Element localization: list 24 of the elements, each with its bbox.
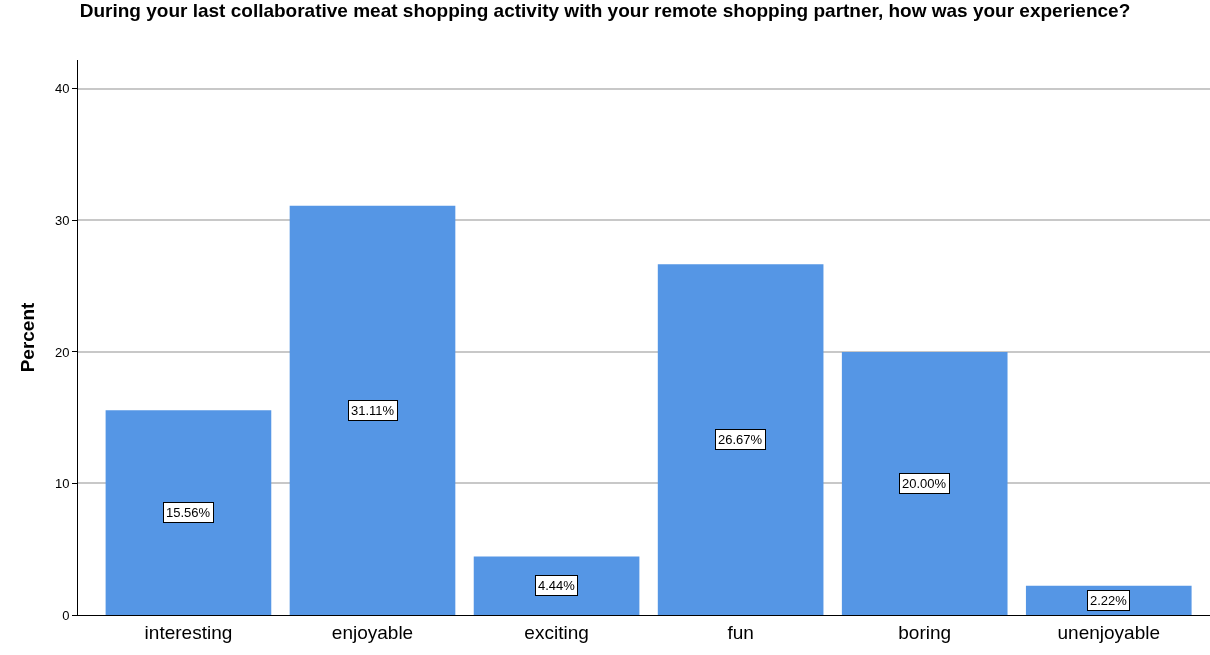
x-tick-label: unenjoyable — [1057, 621, 1160, 643]
y-axis-title: Percent — [16, 301, 38, 373]
x-tick-label: boring — [898, 621, 952, 643]
bar — [105, 410, 272, 615]
bar — [289, 205, 456, 615]
x-tick-label: interesting — [144, 621, 233, 643]
data-label: 26.67% — [718, 432, 763, 447]
y-tick-label: 30 — [54, 213, 70, 228]
bar — [841, 351, 1008, 615]
y-tick-label: 20 — [54, 344, 70, 360]
y-tick-label: 40 — [54, 81, 70, 97]
data-label: 4.44% — [538, 578, 576, 593]
y-tick-label: 0 — [62, 607, 70, 623]
y-tick-label: 10 — [54, 476, 70, 492]
data-label: 15.56% — [166, 505, 211, 520]
data-label: 20.00% — [902, 476, 947, 491]
bar — [657, 264, 824, 615]
data-label: 2.22% — [1090, 593, 1128, 608]
data-label: 31.11% — [351, 403, 395, 418]
x-tick-label: exciting — [524, 621, 589, 643]
x-tick-label: enjoyable — [331, 621, 414, 643]
bar — [473, 556, 640, 615]
x-tick-label: fun — [727, 621, 754, 643]
chart-title: During your last collaborative meat shopping activity with your remote shopping partner, how was your experience? — [79, 0, 1131, 21]
